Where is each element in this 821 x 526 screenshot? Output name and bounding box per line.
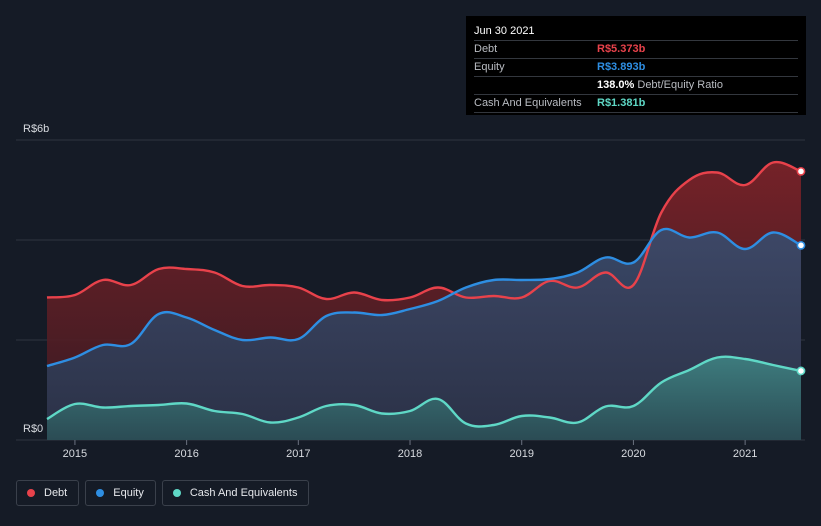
x-tick-label: 2020: [621, 448, 645, 460]
line-layer: [46, 160, 802, 428]
debt-end-marker: [796, 166, 806, 176]
legend-label-debt: Debt: [44, 487, 68, 499]
axes: R$6b R$0: [23, 123, 49, 435]
x-tick-label: 2019: [509, 448, 533, 460]
end-markers: [796, 166, 806, 376]
tooltip-ratio-text: Debt/Equity Ratio: [637, 79, 723, 91]
debt-dot-icon: [27, 489, 35, 497]
legend-label-equity: Equity: [113, 487, 144, 499]
tooltip-label-debt: Debt: [474, 43, 498, 55]
equity-line: [46, 227, 802, 368]
equity-end-marker: [796, 240, 806, 250]
x-tick-label: 2015: [63, 448, 87, 460]
x-tick-label: 2016: [174, 448, 198, 460]
tooltip-value-debt: R$5.373b: [597, 43, 646, 55]
tooltip-row-debt: Debt R$5.373b: [474, 41, 798, 59]
x-tick-label: 2021: [733, 448, 757, 460]
x-tick-label: 2018: [398, 448, 422, 460]
cash-dot-icon: [172, 489, 181, 497]
y-axis-max-label: R$6b: [23, 123, 49, 135]
tooltip-row-equity: Equity R$3.893b: [474, 59, 798, 77]
area-layer: [47, 162, 801, 440]
tooltip-ratio-value: 138.0%: [597, 79, 635, 91]
legend: Debt Equity Cash And Equivalents: [16, 480, 310, 508]
cash-end-marker: [796, 366, 806, 376]
y-axis-min-label: R$0: [23, 423, 43, 435]
legend-label-cash: Cash And Equivalents: [189, 487, 298, 499]
legend-item-cash[interactable]: Cash And Equivalents: [161, 480, 310, 506]
cash-line: [46, 355, 802, 428]
tooltip: Jun 30 2021 Debt R$5.373b Equity R$3.893…: [466, 16, 806, 115]
cash-area: [47, 356, 801, 440]
equity-dot-icon: [96, 489, 105, 497]
legend-item-equity[interactable]: Equity: [85, 480, 156, 506]
tooltip-value-cash: R$1.381b: [597, 97, 646, 109]
tooltip-row-ratio: 138.0% Debt/Equity Ratio: [474, 77, 798, 95]
x-tick-label: 2017: [286, 448, 310, 460]
debt-line: [46, 160, 802, 302]
tooltip-label-equity: Equity: [474, 61, 505, 73]
tooltip-value-equity: R$3.893b: [597, 61, 646, 73]
tooltip-row-cash: Cash And Equivalents R$1.381b: [474, 95, 798, 113]
tooltip-label-cash: Cash And Equivalents: [474, 97, 582, 109]
tooltip-date: Jun 30 2021: [474, 23, 798, 41]
tooltip-ratio: 138.0% Debt/Equity Ratio: [597, 77, 723, 94]
x-axis-ticks: 2015 2016 2017 2018 2019 2020 2021: [63, 440, 757, 460]
legend-item-debt[interactable]: Debt: [16, 480, 80, 506]
equity-area: [47, 228, 801, 440]
